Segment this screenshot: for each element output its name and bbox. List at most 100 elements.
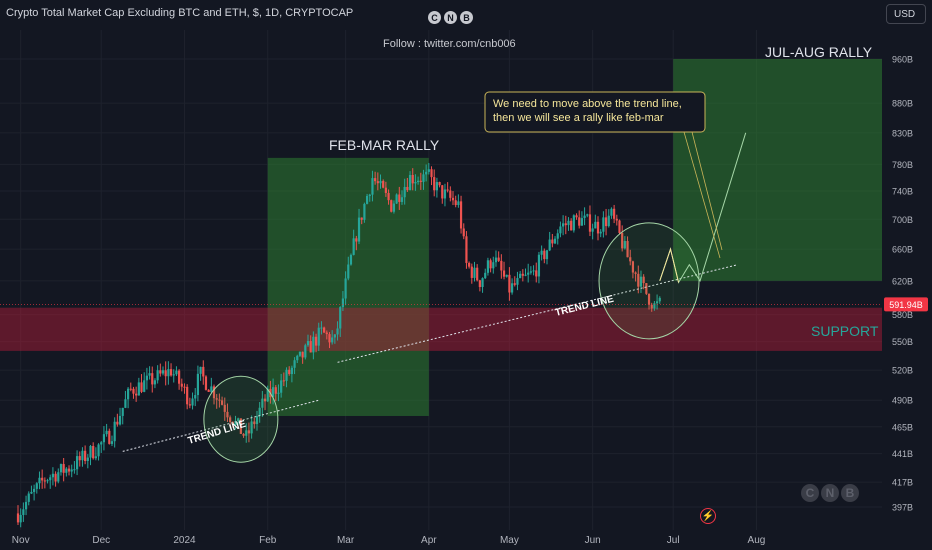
candle-body [588,214,592,232]
candle-body [116,421,119,425]
candle-body [564,223,567,226]
y-tick-label: 960B [892,55,913,65]
candle-body [159,370,162,374]
candle-body [618,220,621,233]
logo-letter: C [428,11,441,24]
candle-body [231,421,234,426]
watermark-letter: C [801,484,819,502]
candle-body [124,399,127,408]
projection-path-highlight [659,247,680,283]
candle-body [510,283,514,293]
candle-body [626,241,629,258]
candle-body [459,201,463,229]
chart-trend-lines [122,132,747,463]
candle-body [553,238,557,244]
candle-body [427,169,430,172]
support-zone [0,307,882,351]
candle-body [242,433,245,436]
candle-body [384,187,387,193]
candle-body [537,254,541,277]
candle-body [126,388,130,400]
candle-body [54,473,57,482]
candle-body [653,303,656,309]
candle-body [143,380,146,392]
candle-body [572,215,575,231]
candle-body [51,473,55,478]
candle-body [559,226,562,234]
candle-body [215,398,218,400]
candle-body [94,456,97,459]
cnb-watermark: C N B [801,484,859,502]
candle-body [331,337,334,343]
candle-body [290,367,293,375]
callout-pointer [683,131,721,259]
candle-body [306,341,310,346]
candle-body [207,389,210,392]
candle-body [403,186,406,198]
candle-body [414,182,417,184]
candle-body [113,421,116,442]
candle-body [392,203,396,212]
candle-body [637,273,640,287]
y-tick-label: 441B [892,449,913,459]
watermark-letter: N [821,484,839,502]
candle-body [156,370,159,381]
candle-body [110,441,114,444]
candle-body [513,283,516,285]
candle-body [419,180,422,182]
candle-body [642,276,645,284]
candle-body [229,417,232,422]
candle-body [621,232,624,249]
candle-body [379,180,382,184]
candle-body [105,430,108,435]
candle-body [250,421,253,434]
candle-body [212,386,216,399]
candle-body [478,280,481,287]
candle-body [441,185,444,199]
y-tick-label: 740B [892,187,913,197]
callout-text: then we will see a rally like feb-mar [493,112,664,124]
candle-body [49,477,52,481]
candle-body [489,260,492,269]
candle-body [188,404,191,406]
y-tick-label: 397B [892,503,913,513]
candle-body [535,270,538,277]
chart-zones [0,59,882,416]
candle-body [516,278,519,285]
trend-line [122,399,319,452]
candle-body [255,416,259,425]
lightning-icon[interactable]: ⚡ [700,508,716,524]
candle-body [527,272,530,275]
candle-body [218,399,221,401]
x-tick-label: Dec [92,535,110,546]
candle-body [398,194,401,202]
candle-body [400,197,404,202]
candle-body [639,276,643,287]
candle-body [349,254,353,265]
candle-body [333,334,336,338]
candle-body [586,214,589,216]
candle-body [153,380,157,385]
candle-body [325,332,328,335]
candle-body [623,241,626,249]
candle-body [408,174,412,191]
candlestick-series [16,162,661,528]
currency-button[interactable]: USD [886,4,926,24]
candle-body [38,477,41,484]
y-tick-label: 465B [892,422,913,432]
candle-body [245,430,248,436]
candle-body [578,217,581,226]
candle-body [169,369,173,376]
candle-body [492,262,495,269]
candle-body [164,370,167,377]
y-tick-label: 830B [892,128,913,138]
candle-body [387,192,390,201]
candle-body [446,189,449,191]
candle-body [454,200,457,206]
candle-body [594,221,597,229]
follow-text: Follow : twitter.com/cnb006 [383,38,516,50]
candle-body [417,180,420,183]
candle-body [172,374,175,376]
last-price-label: 591.94B [889,300,923,310]
